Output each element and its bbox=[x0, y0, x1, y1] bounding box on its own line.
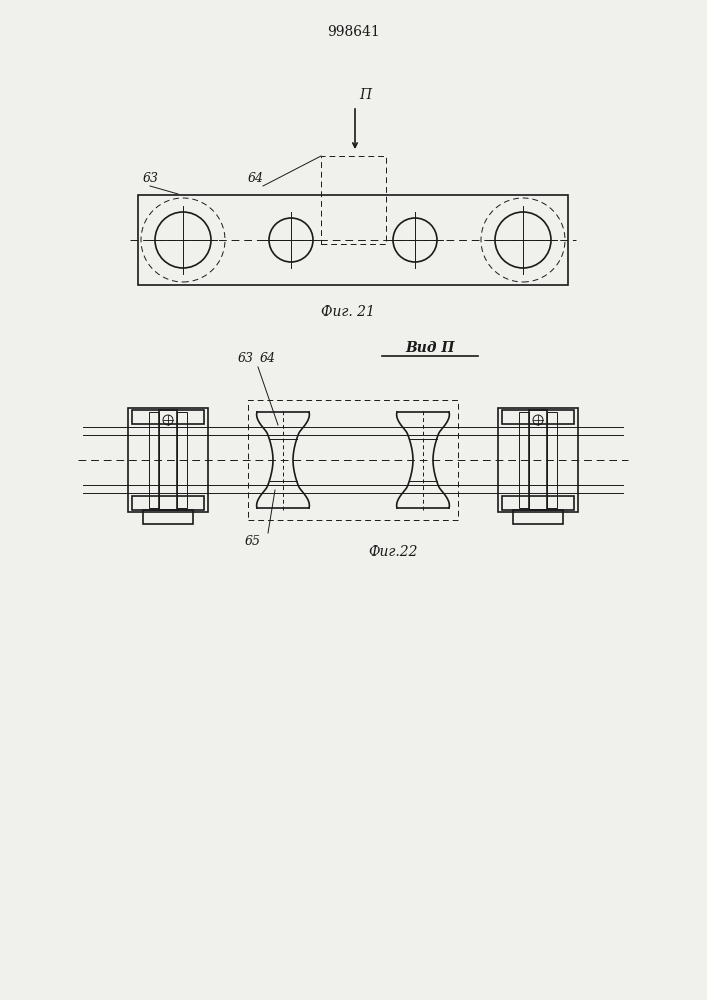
Bar bbox=[502, 496, 574, 510]
Bar bbox=[143, 510, 193, 524]
Bar bbox=[547, 412, 557, 508]
Text: 998641: 998641 bbox=[327, 25, 380, 39]
Bar bbox=[132, 496, 204, 510]
Text: Вид П: Вид П bbox=[405, 341, 455, 355]
Text: 65: 65 bbox=[245, 535, 261, 548]
Bar bbox=[149, 412, 159, 508]
Bar bbox=[132, 410, 204, 424]
Bar bbox=[498, 408, 578, 512]
Text: 64: 64 bbox=[248, 172, 264, 185]
Bar bbox=[248, 400, 458, 520]
Bar bbox=[513, 510, 563, 524]
Text: Фиг.22: Фиг.22 bbox=[368, 545, 418, 559]
Bar bbox=[138, 195, 568, 285]
Text: 64: 64 bbox=[260, 352, 276, 365]
Bar bbox=[320, 156, 385, 244]
Bar bbox=[128, 408, 208, 512]
Bar bbox=[177, 412, 187, 508]
Bar bbox=[519, 412, 529, 508]
Bar bbox=[502, 410, 574, 424]
Text: 63: 63 bbox=[238, 352, 254, 365]
Bar bbox=[529, 410, 547, 510]
Text: П: П bbox=[359, 88, 371, 102]
Text: 63: 63 bbox=[143, 172, 159, 185]
Bar bbox=[159, 410, 177, 510]
Text: Фиг. 21: Фиг. 21 bbox=[321, 305, 375, 319]
